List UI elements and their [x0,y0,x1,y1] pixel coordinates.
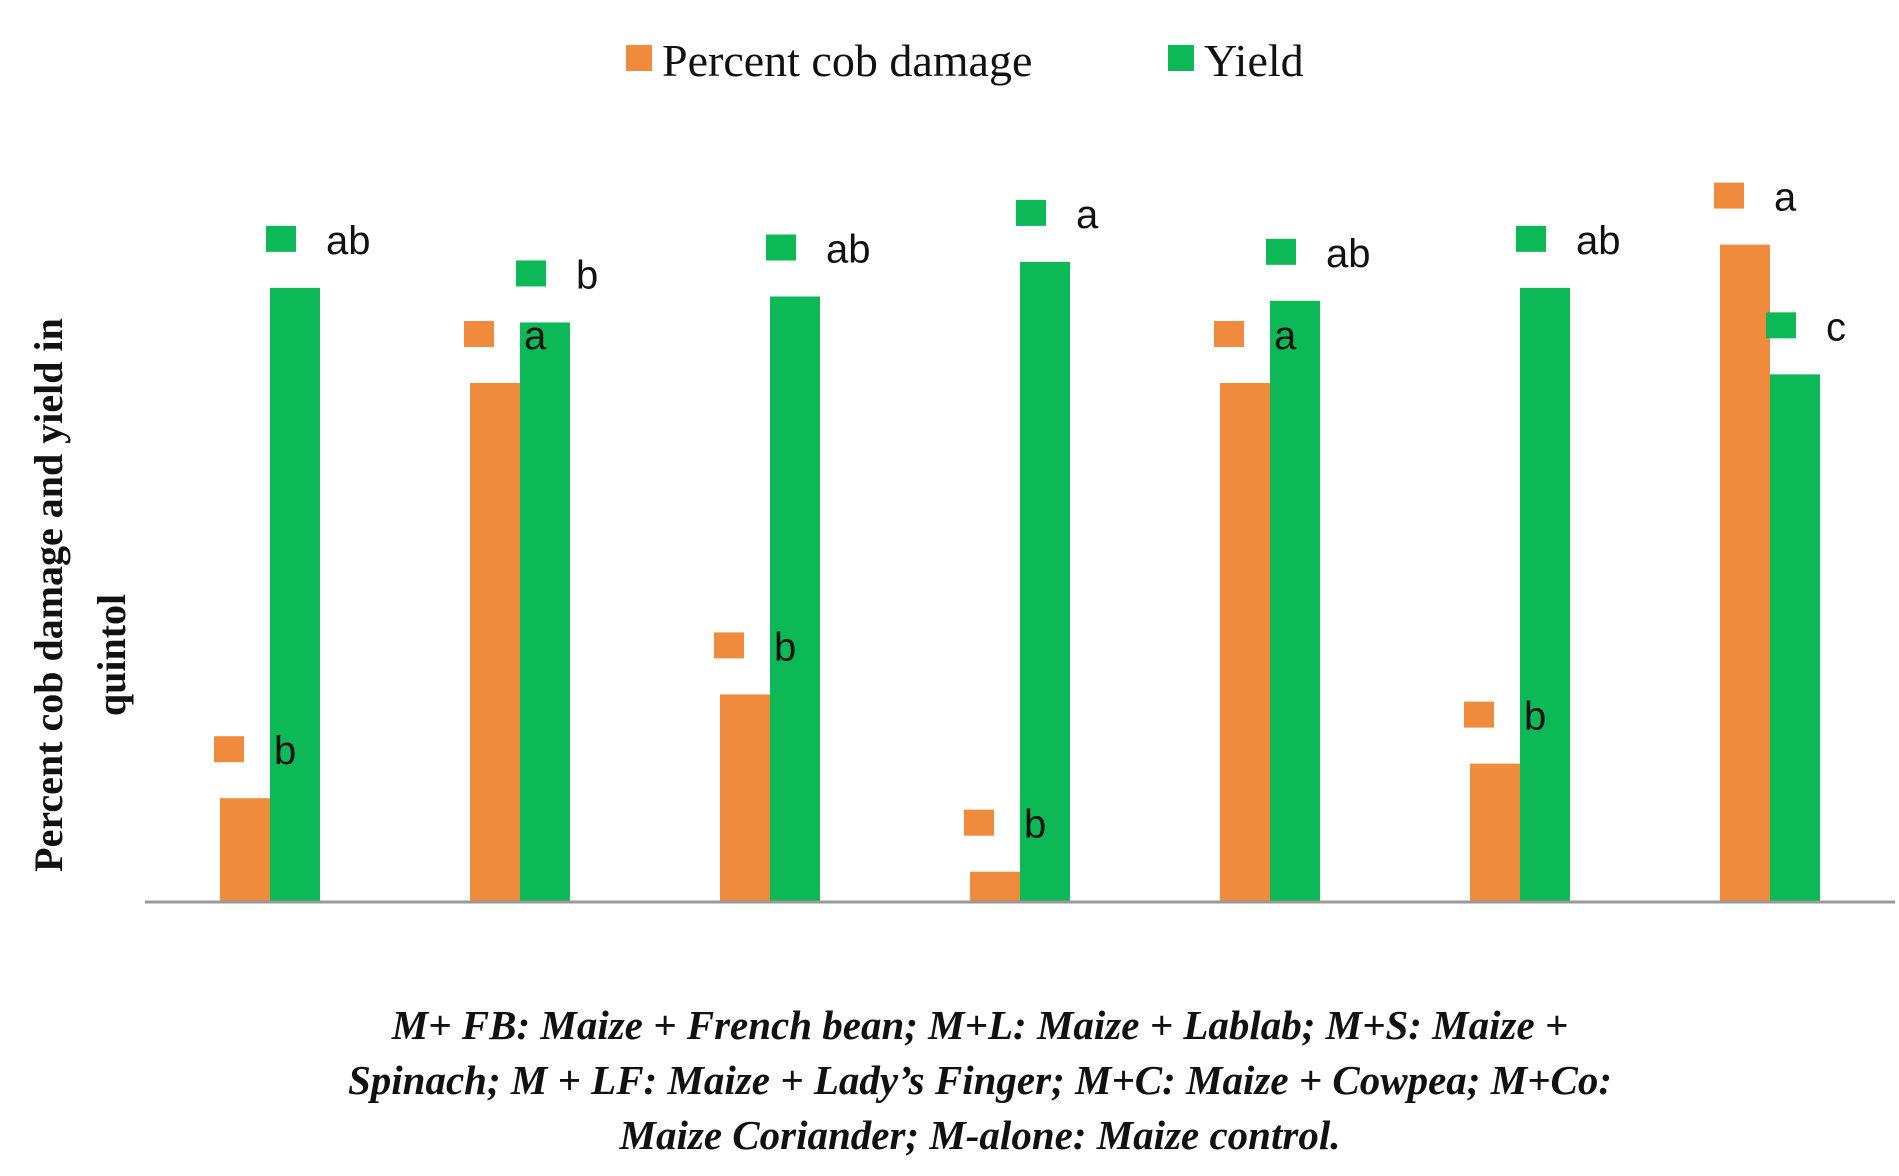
y-axis-label-line-2: quintol [89,594,134,716]
bar-yield-M+L [520,322,570,902]
bars-layer [220,244,1820,903]
marker-letter-cob-damage-M+LF: b [1024,803,1046,847]
bar-yield-M+FB [270,287,320,903]
bar-yield-M+S [770,296,820,902]
marker-square-cob-damage-M-alone [1714,182,1744,209]
bar-cob-damage-M-alone [1720,244,1770,903]
marker-square-yield-M+Co [1516,225,1546,252]
caption-line-2: Spinach; M + LF: Maize + Lady’s Finger; … [347,1057,1613,1103]
bar-cob-damage-M+S [720,694,770,902]
legend-swatch-yield [1168,45,1194,71]
marker-square-cob-damage-M+L [464,321,494,347]
bar-cob-damage-M+C [1220,383,1270,902]
legend-swatch-cob-damage [626,45,652,71]
marker-letter-yield-M+S: ab [826,228,871,272]
bar-yield-M+C [1270,300,1320,902]
figure-caption: M+ FB: Maize + French bean; M+L: Maize +… [150,998,1810,1163]
marker-letter-cob-damage-M+L: a [524,314,547,358]
marker-letter-yield-M+LF: a [1076,193,1099,237]
marker-square-cob-damage-M+S [714,632,744,659]
marker-square-yield-M+C [1266,238,1296,265]
bar-yield-M+Co [1520,287,1570,903]
marker-square-cob-damage-M+FB [214,736,244,763]
marker-square-yield-M-alone [1766,312,1796,339]
legend-label-yield: Yield [1204,35,1304,86]
marker-letter-yield-M+Co: ab [1576,219,1621,263]
marker-square-cob-damage-M+C [1214,321,1244,347]
marker-letter-cob-damage-M+S: b [774,625,796,669]
marker-square-yield-M+LF [1016,199,1046,226]
marker-letter-cob-damage-M+Co: b [1524,695,1546,739]
marker-letter-yield-M-alone: c [1826,305,1846,349]
legend: Percent cob damage Yield [626,35,1304,86]
bar-cob-damage-M+FB [220,798,270,902]
bar-yield-M-alone [1770,374,1820,903]
marker-letter-cob-damage-M-alone: a [1774,176,1797,220]
bar-yield-M+LF [1020,261,1070,902]
marker-letter-yield-M+C: ab [1326,232,1371,276]
marker-square-cob-damage-M+Co [1464,701,1494,728]
bar-cob-damage-M+L [470,383,520,902]
caption-line-3: Maize Coriander; M-alone: Maize control. [619,1112,1341,1158]
y-axis-label-line-1: Percent cob damage and yield in [26,318,71,872]
legend-label-cob-damage: Percent cob damage [662,35,1032,86]
bar-cob-damage-M+Co [1470,763,1520,902]
marker-square-yield-M+L [516,260,546,287]
marker-square-yield-M+FB [266,225,296,252]
y-axis-label: Percent cob damage and yield in quintol [26,318,134,872]
bar-cob-damage-M+LF [970,871,1020,902]
marker-square-yield-M+S [766,234,796,261]
marker-letter-cob-damage-M+C: a [1274,314,1297,358]
marker-letter-yield-M+L: b [576,253,598,297]
marker-square-cob-damage-M+LF [964,809,994,836]
caption-line-1: M+ FB: Maize + French bean; M+L: Maize +… [391,1002,1569,1048]
marker-letter-cob-damage-M+FB: b [274,729,296,773]
marker-letter-yield-M+FB: ab [326,219,371,263]
